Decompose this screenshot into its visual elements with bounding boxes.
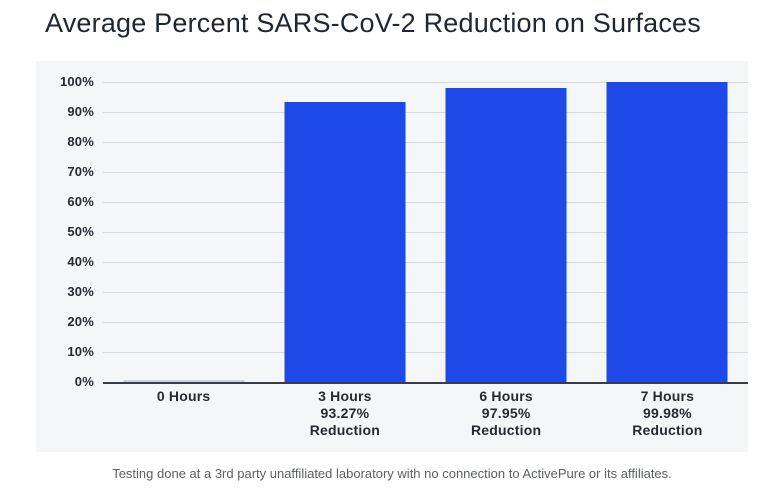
bar — [284, 102, 406, 382]
gridline — [103, 292, 748, 293]
y-tick-label: 30% — [67, 284, 94, 299]
bar-slot — [103, 82, 264, 382]
y-tick-label: 40% — [67, 254, 94, 269]
y-tick-label: 90% — [67, 104, 94, 119]
chart-title: Average Percent SARS-CoV-2 Reduction on … — [45, 8, 701, 38]
gridline — [103, 202, 748, 203]
x-axis-label-line: Reduction — [309, 422, 380, 438]
x-axis-label-line: Reduction — [632, 422, 703, 438]
gridline — [103, 142, 748, 143]
x-axis-label: 0 Hours — [103, 388, 264, 439]
x-axis-label-line: 0 Hours — [156, 388, 211, 404]
gridline — [103, 232, 748, 233]
x-axis-line — [103, 382, 748, 384]
x-axis-label-line: 93.27% — [320, 405, 370, 421]
bar — [606, 82, 728, 382]
y-tick-label: 20% — [67, 314, 94, 329]
y-tick-label: 0% — [74, 374, 94, 389]
chart-panel: 100% 90% 80% 70% 60% 50% 40% 30% 20% 10% 0% 0 Hour… — [36, 61, 748, 452]
y-tick-label: 70% — [67, 164, 94, 179]
x-axis-label: 7 Hours 99.98% Reduction — [587, 388, 748, 439]
gridline — [103, 172, 748, 173]
gridline — [103, 352, 748, 353]
y-axis-labels: 100% 90% 80% 70% 60% 50% 40% 30% 20% 10% 0% — [36, 61, 94, 452]
y-tick-label: 80% — [67, 134, 94, 149]
y-tick-label: 50% — [67, 224, 94, 239]
x-axis-label: 6 Hours 97.95% Reduction — [426, 388, 587, 439]
plot-area — [103, 82, 748, 384]
y-tick-label: 10% — [67, 344, 94, 359]
bar — [123, 380, 245, 382]
x-axis-label-line: 7 Hours — [640, 388, 695, 404]
gridline — [103, 262, 748, 263]
gridline — [103, 322, 748, 323]
x-axis-label: 3 Hours 93.27% Reduction — [264, 388, 425, 439]
x-axis-label-line: 97.95% — [481, 405, 531, 421]
bar — [445, 88, 567, 382]
y-tick-label: 100% — [59, 74, 94, 89]
x-axis-labels: 0 Hours 3 Hours 93.27% Reduction 6 Hours 97.9… — [103, 388, 748, 439]
footnote: Testing done at a 3rd party unaffiliated… — [112, 466, 672, 481]
x-axis-label-line: 3 Hours — [318, 388, 372, 404]
x-axis-label-line: 99.98% — [643, 405, 692, 421]
gridline — [103, 112, 748, 113]
bar-slot — [264, 82, 425, 382]
bar-series — [103, 82, 748, 382]
x-axis-label-line: 6 Hours — [479, 388, 533, 404]
bar-slot — [587, 82, 748, 382]
bar-slot — [426, 82, 587, 382]
x-axis-label-line: Reduction — [471, 422, 542, 438]
y-tick-label: 60% — [67, 194, 94, 209]
gridline — [103, 82, 748, 83]
